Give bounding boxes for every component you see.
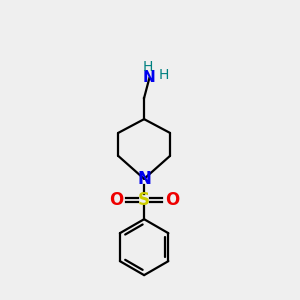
Text: H: H xyxy=(158,68,169,82)
Text: N: N xyxy=(137,170,151,188)
Text: H: H xyxy=(143,60,153,74)
Text: N: N xyxy=(143,70,156,86)
Text: S: S xyxy=(138,191,150,209)
Text: O: O xyxy=(165,191,179,209)
Text: O: O xyxy=(109,191,123,209)
